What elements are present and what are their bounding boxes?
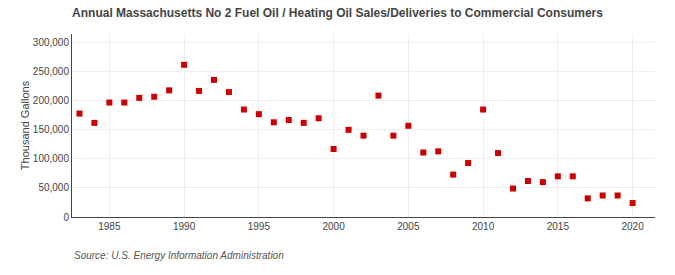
svg-text:250,000: 250,000 — [33, 66, 70, 77]
svg-text:2015: 2015 — [547, 221, 570, 232]
svg-text:150,000: 150,000 — [33, 124, 70, 135]
svg-text:2020: 2020 — [621, 221, 644, 232]
svg-text:0: 0 — [63, 212, 69, 223]
svg-text:2000: 2000 — [322, 221, 345, 232]
svg-text:Thousand Gallons: Thousand Gallons — [19, 80, 31, 170]
svg-text:1995: 1995 — [248, 221, 271, 232]
svg-text:50,000: 50,000 — [38, 182, 69, 193]
svg-text:2005: 2005 — [397, 221, 420, 232]
svg-text:200,000: 200,000 — [33, 95, 70, 106]
svg-text:1985: 1985 — [98, 221, 121, 232]
svg-text:Source: U.S. Energy Informatio: Source: U.S. Energy Information Administ… — [74, 250, 284, 261]
svg-text:1990: 1990 — [173, 221, 196, 232]
svg-text:100,000: 100,000 — [33, 153, 70, 164]
svg-text:2010: 2010 — [472, 221, 495, 232]
svg-text:300,000: 300,000 — [33, 37, 70, 48]
svg-text:Annual Massachusetts No 2 Fuel: Annual Massachusetts No 2 Fuel Oil / Hea… — [72, 6, 603, 20]
